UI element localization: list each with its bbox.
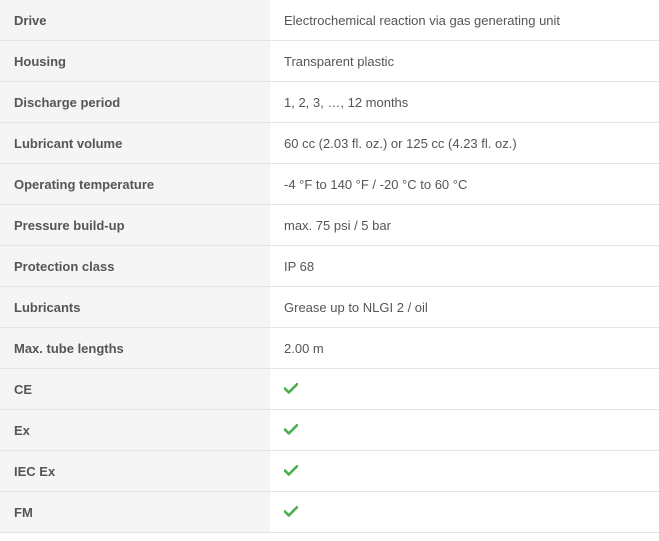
spec-value: Electrochemical reaction via gas generat…	[270, 1, 659, 40]
table-row: LubricantsGrease up to NLGI 2 / oil	[0, 287, 659, 328]
spec-value: 1, 2, 3, …, 12 months	[270, 83, 659, 122]
check-icon	[284, 383, 298, 394]
spec-label: FM	[0, 492, 270, 532]
spec-value: IP 68	[270, 247, 659, 286]
table-row: Protection classIP 68	[0, 246, 659, 287]
check-icon	[284, 424, 298, 435]
spec-label: Pressure build-up	[0, 205, 270, 245]
spec-label: Discharge period	[0, 82, 270, 122]
spec-label: Ex	[0, 410, 270, 450]
table-row: IEC Ex	[0, 451, 659, 492]
spec-label: Lubricants	[0, 287, 270, 327]
spec-value: 2.00 m	[270, 329, 659, 368]
spec-value	[270, 452, 659, 491]
spec-value: max. 75 psi / 5 bar	[270, 206, 659, 245]
table-row: Max. tube lengths2.00 m	[0, 328, 659, 369]
table-row: CE	[0, 369, 659, 410]
spec-value	[270, 411, 659, 450]
check-icon	[284, 506, 298, 517]
table-row: HousingTransparent plastic	[0, 41, 659, 82]
check-icon	[284, 465, 298, 476]
spec-label: Housing	[0, 41, 270, 81]
table-row: Operating temperature-4 °F to 140 °F / -…	[0, 164, 659, 205]
spec-value: Transparent plastic	[270, 42, 659, 81]
spec-table: DriveElectrochemical reaction via gas ge…	[0, 0, 659, 533]
spec-label: Max. tube lengths	[0, 328, 270, 368]
table-row: Lubricant volume60 cc (2.03 fl. oz.) or …	[0, 123, 659, 164]
spec-label: Protection class	[0, 246, 270, 286]
table-row: FM	[0, 492, 659, 533]
spec-value: -4 °F to 140 °F / -20 °C to 60 °C	[270, 165, 659, 204]
spec-label: Drive	[0, 0, 270, 40]
spec-label: Operating temperature	[0, 164, 270, 204]
table-row: Discharge period1, 2, 3, …, 12 months	[0, 82, 659, 123]
table-row: DriveElectrochemical reaction via gas ge…	[0, 0, 659, 41]
spec-value: Grease up to NLGI 2 / oil	[270, 288, 659, 327]
spec-value: 60 cc (2.03 fl. oz.) or 125 cc (4.23 fl.…	[270, 124, 659, 163]
spec-label: IEC Ex	[0, 451, 270, 491]
table-row: Ex	[0, 410, 659, 451]
spec-label: CE	[0, 369, 270, 409]
spec-value	[270, 493, 659, 532]
table-row: Pressure build-upmax. 75 psi / 5 bar	[0, 205, 659, 246]
spec-label: Lubricant volume	[0, 123, 270, 163]
spec-value	[270, 370, 659, 409]
